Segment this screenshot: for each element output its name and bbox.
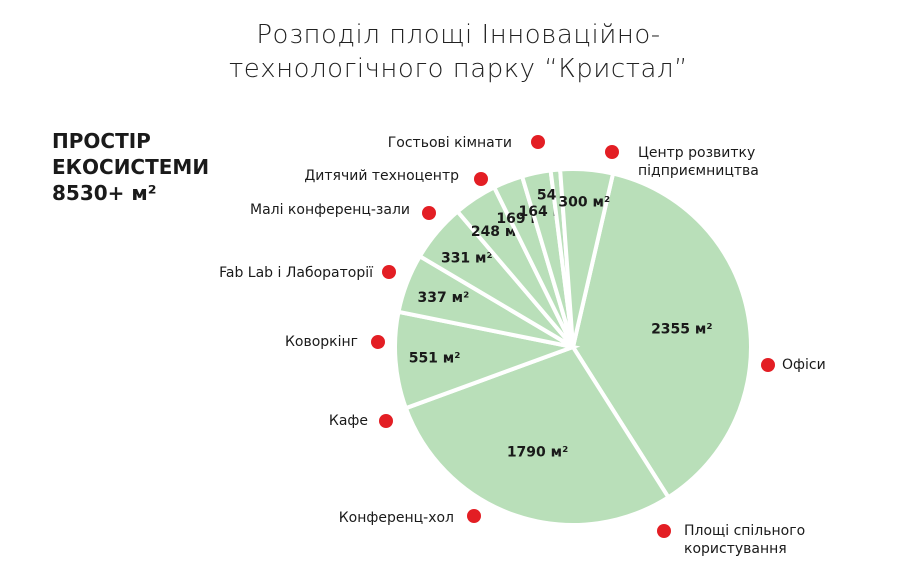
slice-category-label: Кафе <box>329 413 368 429</box>
slice-value-label: 551 м² <box>409 351 461 367</box>
legend-dot-icon <box>422 206 436 220</box>
chart-title: Розподіл площі Інноваційно- технологічно… <box>0 18 917 86</box>
legend-dot-icon <box>382 265 396 279</box>
slice-category-label: Гостьові кімнати <box>388 135 512 151</box>
slice-value-label: 1790 м² <box>507 445 568 461</box>
slice-category-label: Центр розвитку підприємництва <box>638 145 759 179</box>
legend-dot-icon <box>761 358 775 372</box>
ecosystem-total: 8530+ м² <box>52 181 157 205</box>
legend-dot-icon <box>474 172 488 186</box>
legend-dot-icon <box>371 335 385 349</box>
slice-category-label: Офіси <box>782 357 826 373</box>
legend-dot-icon <box>467 509 481 523</box>
slice-category-label: Коворкінг <box>285 334 358 350</box>
slice-value-label: 337 м² <box>418 290 470 306</box>
slice-category-label: Fab Lab і Лабораторії <box>219 265 373 281</box>
slice-category-label: Площі спільного користування <box>684 523 805 557</box>
legend-dot-icon <box>379 414 393 428</box>
legend-dot-icon <box>657 524 671 538</box>
ecosystem-summary: ПРОСТІР ЕКОСИСТЕМИ 8530+ м² <box>52 128 209 206</box>
pie-slice-2 <box>403 344 672 527</box>
chart-title-line-1: Розподіл площі Інноваційно- <box>256 20 661 50</box>
slice-category-label: Дитячий техноцентр <box>304 168 459 184</box>
slice-value-label: 300 м² <box>558 194 610 210</box>
slice-category-label: Малі конференц-зали <box>250 202 410 218</box>
slice-value-label: 248 м² <box>471 224 523 240</box>
pie-slice-10 <box>557 167 616 348</box>
slice-value-label: 331 м² <box>441 251 493 267</box>
chart-title-line-2: технологічного парку “Кристал” <box>228 54 689 84</box>
legend-dot-icon <box>605 145 619 159</box>
legend-dot-icon <box>531 135 545 149</box>
ecosystem-line-1: ПРОСТІР <box>52 129 151 153</box>
ecosystem-line-2: ЕКОСИСТЕМИ <box>52 155 210 179</box>
slice-value-label: 2355 м² <box>651 321 712 337</box>
slice-category-label: Конференц-хол <box>339 510 454 526</box>
